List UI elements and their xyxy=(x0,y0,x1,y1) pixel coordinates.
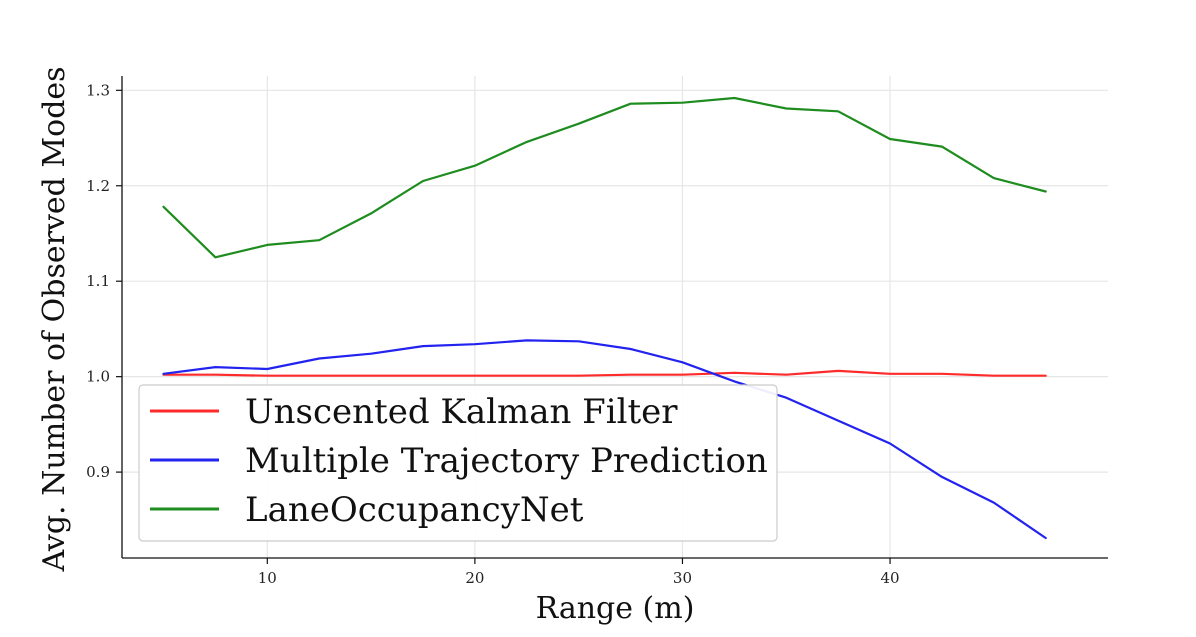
series-line-laneoccupancynet xyxy=(162,96,1047,259)
y-axis-label: Avg. Number of Observed Modes xyxy=(37,66,72,572)
x-tick-label: 20 xyxy=(465,569,484,587)
y-tick-label: 1.3 xyxy=(86,81,110,99)
legend: Unscented Kalman Filter Multiple Trajecto… xyxy=(138,384,778,542)
legend-box xyxy=(138,384,778,542)
y-tick-label: 1.1 xyxy=(86,272,110,290)
legend-entries: Unscented Kalman Filter Multiple Trajecto… xyxy=(150,392,768,530)
x-tick-label: 10 xyxy=(258,569,277,587)
legend-entry: Unscented Kalman Filter xyxy=(150,392,678,432)
y-tick-label: 1.0 xyxy=(86,368,110,386)
series-line-unscented-kalman-filter xyxy=(162,369,1047,377)
legend-entry: LaneOccupancyNet xyxy=(150,490,584,530)
x-axis-ticks: 10 20 30 40 xyxy=(258,558,900,587)
x-tick-label: 30 xyxy=(673,569,692,587)
y-tick-label: 0.9 xyxy=(86,463,110,481)
series-lines xyxy=(162,96,1047,540)
y-tick-label: 1.2 xyxy=(86,177,110,195)
legend-label: LaneOccupancyNet xyxy=(245,490,584,530)
legend-entry: Multiple Trajectory Prediction xyxy=(150,441,768,481)
x-tick-label: 40 xyxy=(880,569,899,587)
x-axis-label: Range (m) xyxy=(536,591,695,626)
axes xyxy=(121,76,1108,559)
legend-label: Multiple Trajectory Prediction xyxy=(245,441,768,481)
y-axis-ticks: 0.9 1.0 1.1 1.2 1.3 xyxy=(86,81,122,481)
series-line-multiple-trajectory-prediction xyxy=(162,339,1047,540)
legend-label: Unscented Kalman Filter xyxy=(245,392,678,432)
